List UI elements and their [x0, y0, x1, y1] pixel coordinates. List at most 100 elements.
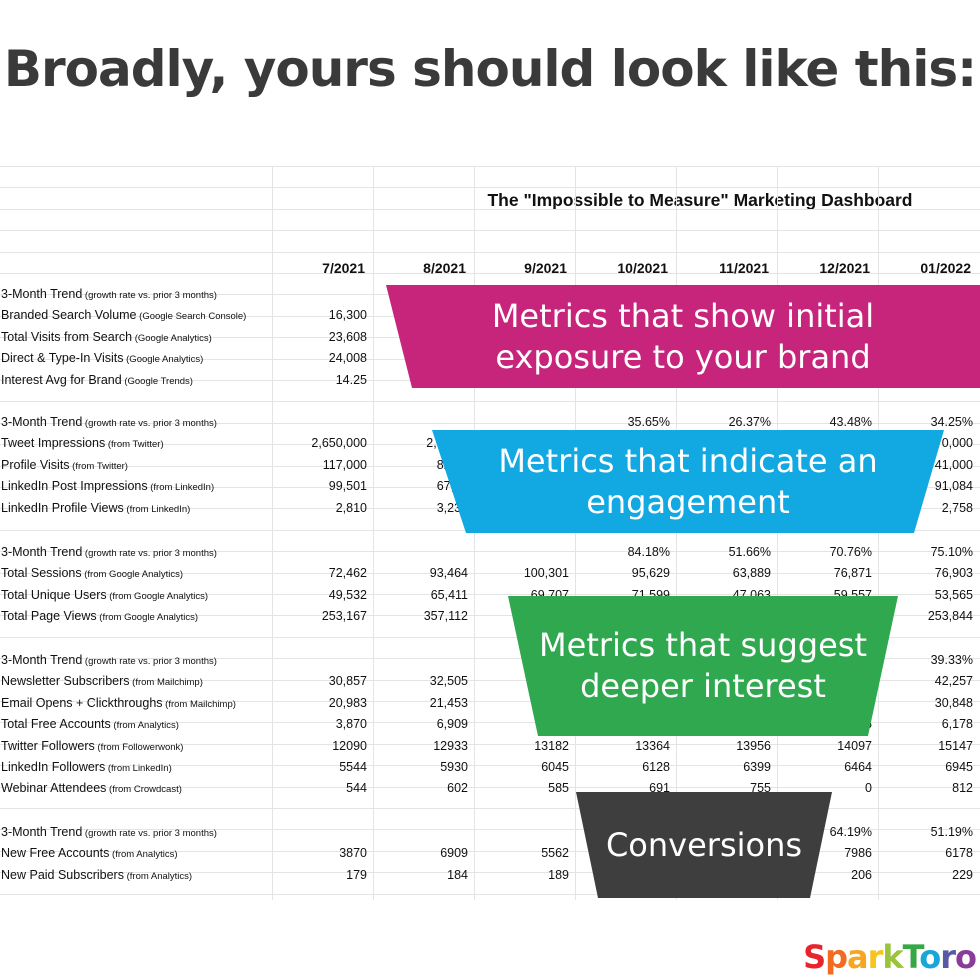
table-row: 3-Month Trend (growth rate vs. prior 3 m…: [0, 412, 980, 433]
row-label: Interest Avg for Brand (Google Trends): [0, 370, 272, 391]
table-row: 3-Month Trend (growth rate vs. prior 3 m…: [0, 822, 980, 843]
table-cell: 179: [346, 867, 367, 882]
metric-name: New Free Accounts: [1, 846, 110, 861]
metric-name: LinkedIn Profile Views: [1, 500, 124, 515]
table-cell: 91,084: [934, 479, 973, 494]
table-cell: 3870: [339, 846, 367, 861]
metric-name: Direct & Type-In Visits: [1, 351, 124, 366]
metric-name: 3-Month Trend: [1, 545, 83, 559]
table-cell: 6128: [642, 760, 670, 774]
table-cell: 51.66%: [728, 545, 771, 559]
table-row: Newsletter Subscribers (from Mailchimp) 3…: [0, 671, 980, 692]
table-row: New Free Accounts (from Analytics) 3870 69…: [0, 843, 980, 864]
metric-name: 3-Month Trend: [1, 653, 83, 667]
table-cell: 6909: [440, 846, 468, 861]
logo-letter: o: [955, 938, 977, 976]
metric-source: (growth rate vs. prior 3 months): [82, 548, 217, 559]
table-cell: 12090: [332, 738, 367, 753]
table-cell: 65,411: [430, 587, 468, 602]
metric-source: (growth rate vs. prior 3 months): [82, 290, 217, 301]
logo-letter: T: [902, 938, 921, 976]
table-cell: 7986: [844, 846, 872, 861]
table-cell: 5930: [440, 760, 468, 774]
grid-row-line: [0, 765, 980, 766]
table-cell: 5544: [339, 760, 367, 774]
dashboard-spreadsheet: The "Impossible to Measure" Marketing Da…: [0, 166, 980, 900]
row-label: 3-Month Trend (growth rate vs. prior 3 m…: [0, 284, 272, 305]
sparktoro-logo: SparkToro: [803, 938, 977, 976]
grid-row-line: [0, 851, 980, 852]
grid-column-line: [272, 166, 273, 900]
table-cell: 0: [865, 781, 872, 796]
row-label: Total Page Views (from Google Analytics): [0, 606, 272, 627]
row-label: Total Free Accounts (from Analytics): [0, 714, 272, 735]
table-cell: 95,629: [631, 566, 670, 581]
grid-row-line: [0, 252, 980, 253]
table-row: Twitter Followers (from Followerwonk) 120…: [0, 736, 980, 757]
metric-source: (from Google Analytics): [81, 569, 183, 581]
row-label: Tweet Impressions (from Twitter): [0, 433, 272, 454]
column-header: 8/2021: [423, 260, 466, 276]
row-label: Branded Search Volume (Google Search Con…: [0, 305, 272, 326]
metric-source: (Google Analytics): [132, 332, 212, 344]
table-cell: 229: [952, 867, 973, 882]
metric-name: LinkedIn Followers: [1, 760, 106, 774]
grid-row-line: [0, 637, 980, 638]
table-cell: 755: [750, 781, 771, 796]
table-row: Branded Search Volume (Google Search Con…: [0, 305, 980, 326]
grid-row-line: [0, 423, 980, 424]
metric-name: Total Unique Users: [1, 587, 107, 602]
column-header: 10/2021: [617, 260, 668, 276]
row-label: 3-Month Trend (growth rate vs. prior 3 m…: [0, 650, 272, 671]
table-cell: 13182: [534, 738, 569, 753]
metric-name: 3-Month Trend: [1, 825, 83, 839]
row-label: LinkedIn Profile Views (from LinkedIn): [0, 498, 272, 519]
table-cell: [272, 822, 373, 843]
table-cell: 34.25%: [930, 415, 973, 429]
table-cell: 544: [346, 781, 367, 796]
row-label: Direct & Type-In Visits (Google Analytic…: [0, 348, 272, 369]
grid-row-line: [0, 829, 980, 830]
table-cell: 72,462: [328, 566, 367, 581]
metric-source: (from Twitter): [105, 439, 164, 451]
table-cell: 76,903: [934, 566, 973, 581]
column-header: 12/2021: [819, 260, 870, 276]
row-label: 3-Month Trend (growth rate vs. prior 3 m…: [0, 542, 272, 563]
table-cell: 206: [851, 867, 872, 882]
table-cell: 23,608: [328, 329, 367, 344]
metric-source: (from LinkedIn): [123, 503, 191, 515]
table-cell: 100,301: [523, 566, 569, 581]
table-cell: 14097: [837, 738, 872, 753]
grid-row-line: [0, 594, 980, 595]
column-header: 11/2021: [719, 260, 769, 276]
table-cell: 6,909: [436, 717, 468, 732]
banner-shape: [508, 596, 898, 736]
table-cell: 12933: [433, 738, 468, 753]
grid-row-line: [0, 187, 980, 188]
conversions-banner: Conversions: [576, 792, 832, 898]
metric-name: Total Page Views: [1, 609, 97, 624]
metric-name: New Paid Subscribers: [1, 867, 124, 882]
metric-source: (Google Search Console): [136, 311, 247, 323]
grid-row-line: [0, 894, 980, 895]
table-cell: 6464: [844, 760, 872, 774]
table-row: Total Sessions (from Google Analytics) 72…: [0, 563, 980, 584]
metric-name: Profile Visits: [1, 457, 70, 472]
metric-source: (from Mailchimp): [129, 677, 203, 689]
table-cell: 2,758: [941, 500, 973, 515]
grid-column-line: [878, 166, 879, 900]
banner-text: Metrics that suggest deeper interest: [539, 626, 867, 705]
table-cell: 0,000: [941, 436, 973, 451]
table-cell: 30,848: [934, 695, 973, 710]
table-cell: [373, 542, 474, 563]
metric-source: (from Mailchimp): [162, 698, 236, 710]
banner-shape: [576, 792, 832, 898]
banner-text: Conversions: [605, 825, 803, 864]
metric-source: (growth rate vs. prior 3 months): [82, 828, 217, 839]
table-cell: 2,810: [335, 500, 367, 515]
logo-letter: r: [867, 938, 884, 976]
grid-row-line: [0, 744, 980, 745]
table-cell: 39.33%: [930, 653, 973, 667]
metric-source: (growth rate vs. prior 3 months): [82, 656, 217, 667]
grid-row-line: [0, 166, 980, 167]
